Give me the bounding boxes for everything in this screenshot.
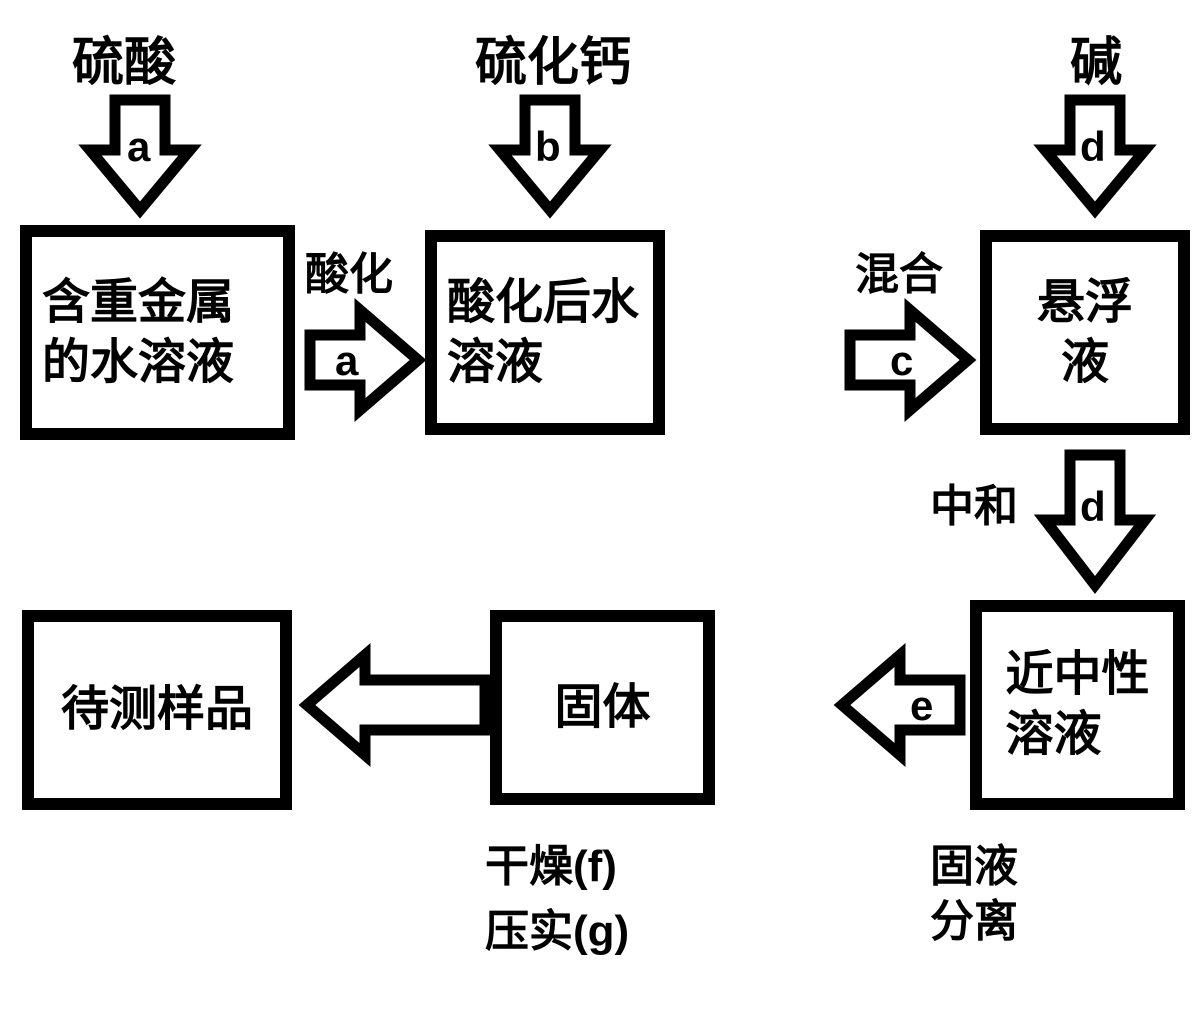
box-heavy-metal-text: 含重金属的水溶液 xyxy=(42,273,273,393)
box-suspension: 悬浮液 xyxy=(980,230,1190,435)
step-d-top: d xyxy=(1080,123,1106,171)
label-dry: 干燥(f) xyxy=(485,830,617,894)
box-suspension-text: 悬浮液 xyxy=(1037,273,1133,393)
step-a-mid: a xyxy=(335,337,358,385)
label-calcium-sulfide: 硫化钙 xyxy=(475,20,631,95)
box-solid: 固体 xyxy=(490,610,715,805)
flowchart-canvas: 硫酸 硫化钙 碱 a b d 含重金属的水溶液 酸化后水溶液 悬浮液 酸化 a … xyxy=(0,0,1200,1031)
step-c: c xyxy=(890,337,913,385)
label-sulfuric-acid: 硫酸 xyxy=(72,20,176,95)
box-acidified-text: 酸化后水溶液 xyxy=(447,273,643,393)
label-compact: 压实(g) xyxy=(485,895,629,959)
arrow-dry-compact xyxy=(295,645,495,765)
arrow-mix xyxy=(670,300,980,420)
box-solid-text: 固体 xyxy=(554,678,650,738)
label-neutralize: 中和 xyxy=(930,470,1018,534)
step-d-mid: d xyxy=(1080,483,1106,531)
label-alkali: 碱 xyxy=(1070,20,1122,95)
step-a-top: a xyxy=(127,123,150,171)
box-heavy-metal-solution: 含重金属的水溶液 xyxy=(20,225,295,440)
label-acidify: 酸化 xyxy=(305,238,393,302)
label-mix: 混合 xyxy=(855,238,943,302)
box-near-neutral-text: 近中性溶液 xyxy=(1005,645,1149,765)
box-sample: 待测样品 xyxy=(22,610,292,810)
arrow-acidify xyxy=(300,300,430,420)
label-separate: 分离 xyxy=(930,885,1018,949)
box-near-neutral: 近中性溶液 xyxy=(970,600,1185,810)
step-e: e xyxy=(910,682,933,730)
box-acidified-solution: 酸化后水溶液 xyxy=(425,230,665,435)
step-b: b xyxy=(535,123,561,171)
box-sample-text: 待测样品 xyxy=(61,680,253,740)
